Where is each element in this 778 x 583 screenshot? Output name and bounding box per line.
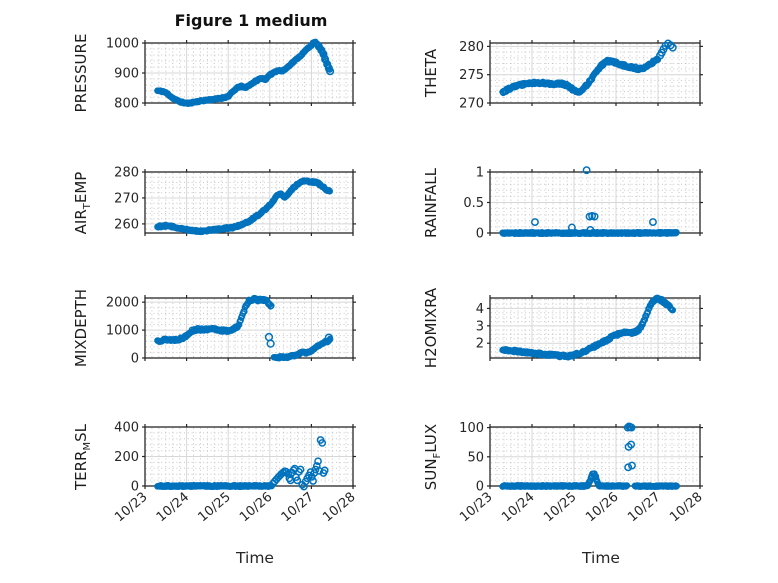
series-markers (499, 39, 677, 97)
tick-marks (142, 169, 356, 236)
subplot-air-temp: 260 270 280 (114, 166, 356, 236)
y-tick-label: 200 (114, 450, 139, 465)
x-tick-label: 10/24 (499, 490, 537, 526)
y-tick-label: 275 (459, 68, 484, 83)
y-tick-label: 0 (131, 352, 139, 367)
y-tick-label: 1000 (106, 37, 139, 52)
y-tick-label: 800 (114, 97, 139, 112)
series-markers (499, 294, 677, 361)
y-tick-labels: 0 200 400 (114, 421, 139, 495)
y-axis-label-sun-flux: SUNFLUX (422, 423, 443, 490)
axes-frame (144, 171, 354, 234)
y-tick-label: 2000 (106, 296, 139, 311)
x-tick-label: 10/27 (625, 490, 663, 526)
y-tick-labels: 0 50 100 (459, 421, 484, 494)
axes-frame (489, 297, 701, 359)
subplot-terr-msl: 0 200 400 10/23 10/24 10/25 10/26 10/27 10/28 (112, 421, 358, 526)
series-markers (154, 436, 329, 491)
y-tick-label: 100 (459, 421, 484, 436)
y-tick-label: 270 (459, 97, 484, 112)
x-tick-label: 10/26 (237, 490, 275, 526)
y-tick-label: 400 (114, 421, 139, 436)
x-tick-label: 10/25 (195, 490, 233, 526)
y-tick-labels: 2 3 4 (476, 302, 484, 352)
series-markers (499, 166, 680, 238)
y-tick-label: 1000 (106, 324, 139, 339)
series-markers (154, 177, 334, 236)
y-tick-label: 280 (459, 40, 484, 55)
subplot-sun-flux: 0 50 100 10/23 10/24 10/25 10/26 10/27 10/28 (457, 421, 705, 525)
y-tick-labels: 800 900 1000 (106, 37, 139, 112)
x-tick-label: 10/23 (112, 490, 150, 526)
y-tick-labels: 0 1000 2000 (106, 296, 139, 367)
x-tick-label: 10/23 (457, 490, 495, 526)
minor-grid (491, 428, 699, 485)
x-tick-labels: 10/23 10/24 10/25 10/26 10/27 10/28 (112, 490, 358, 526)
tick-marks (142, 295, 356, 361)
y-tick-label: 1 (476, 166, 484, 181)
subplot-pressure: 800 900 1000 (106, 37, 356, 112)
x-tick-label: 10/26 (583, 490, 621, 526)
x-axis-label-right: Time (582, 549, 620, 567)
y-tick-label: 3 (476, 319, 484, 334)
y-tick-labels: 00.51 (463, 166, 484, 242)
y-tick-label: 0 (476, 227, 484, 242)
series-markers (499, 422, 681, 490)
x-tick-label: 10/28 (320, 490, 358, 526)
y-tick-label: 2 (476, 337, 484, 352)
x-tick-label: 10/25 (541, 490, 579, 526)
y-tick-label: 280 (114, 166, 139, 181)
subplot-h2omixra: 2 3 4 (476, 294, 703, 361)
x-tick-labels: 10/23 10/24 10/25 10/26 10/27 10/28 (457, 490, 705, 526)
y-tick-label: 260 (114, 217, 139, 232)
y-tick-label: 0.5 (463, 196, 484, 211)
x-tick-label: 10/27 (279, 490, 317, 526)
series-markers (154, 38, 335, 108)
minor-grid (491, 173, 699, 232)
y-tick-label: 0 (131, 480, 139, 495)
y-tick-label: 50 (467, 450, 484, 465)
y-tick-label: 900 (114, 67, 139, 82)
x-axis-label-left: Time (236, 549, 274, 567)
x-tick-label: 10/24 (154, 490, 192, 526)
subplot-mixdepth: 0 1000 2000 (106, 294, 356, 367)
y-tick-labels: 260 270 280 (114, 166, 139, 233)
y-axis-label-terr-msl: TERRMSL (72, 423, 93, 490)
axes-frame (489, 42, 701, 104)
figure-title: Figure 1 medium (174, 11, 328, 30)
y-tick-label: 0 (476, 480, 484, 495)
tick-marks (487, 40, 703, 106)
series-markers (154, 294, 334, 362)
y-tick-label: 270 (114, 191, 139, 206)
subplot-theta: 270 275 280 (459, 39, 703, 112)
subplot-rainfall: 00.51 (463, 166, 703, 242)
x-tick-label: 10/28 (667, 490, 705, 526)
y-tick-label: 4 (476, 302, 484, 317)
y-tick-labels: 270 275 280 (459, 40, 484, 112)
